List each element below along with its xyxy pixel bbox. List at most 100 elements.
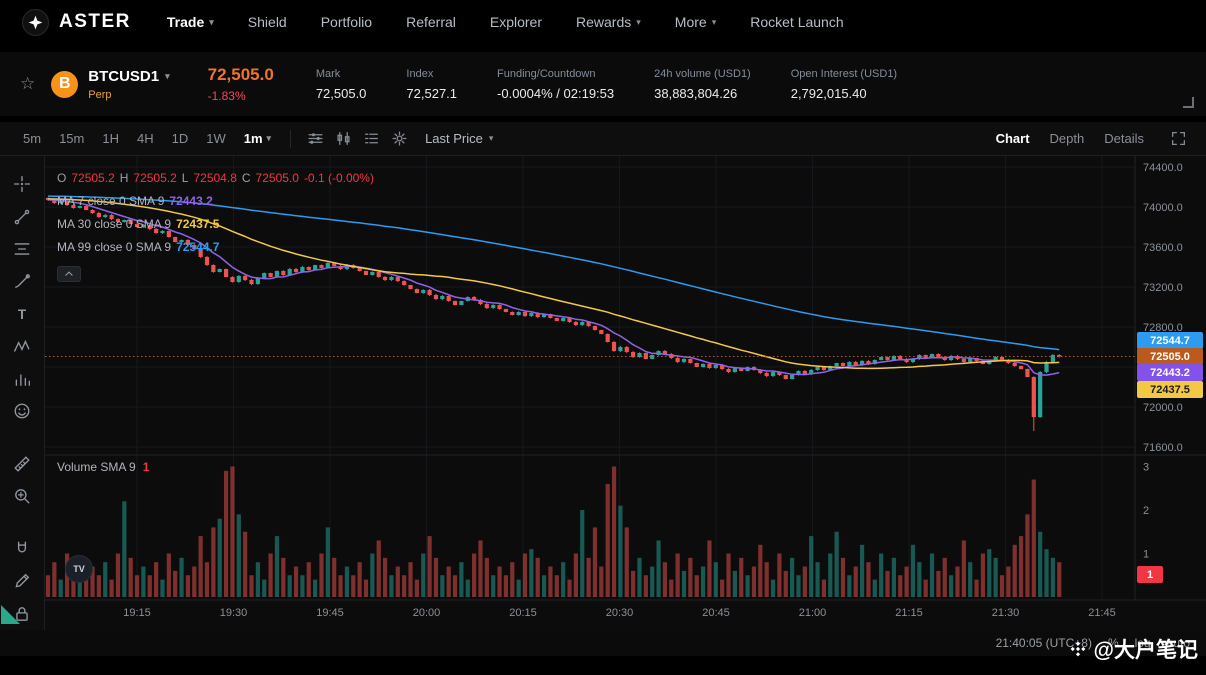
ticker-stats: Mark 72,505.0 Index 72,527.1 Funding/Countdo…	[316, 68, 897, 101]
panel-resize-icon[interactable]	[1183, 97, 1194, 108]
nav-item-rocket-launch[interactable]: Rocket Launch	[750, 14, 843, 30]
brand[interactable]: ASTER	[22, 8, 131, 36]
svg-text:21:15: 21:15	[895, 607, 923, 619]
ma-legend-row-2[interactable]: MA 99 close 0 SMA 9 72544.7	[57, 239, 374, 254]
ma7-price-chip: 72443.2	[1137, 364, 1203, 381]
main-menu: Trade ▾ Shield Portfolio Referral Explorer Rew…	[167, 14, 844, 30]
gear-icon[interactable]	[385, 126, 413, 152]
crosshair-tool[interactable]	[5, 168, 39, 200]
log-scale-button[interactable]: log	[1134, 636, 1151, 650]
ma-label: MA 7 close 0 SMA 9	[57, 193, 165, 208]
magnet-tool[interactable]	[5, 533, 39, 565]
axis-layer: 74400.074000.073600.073200.072800.072400…	[45, 156, 1206, 619]
timeframe-15m[interactable]: 15m	[59, 131, 85, 146]
brand-name: ASTER	[59, 11, 131, 32]
timeframe-1w[interactable]: 1W	[206, 131, 226, 146]
brush-tool[interactable]	[5, 265, 39, 297]
trendline-tool[interactable]	[5, 200, 39, 232]
fullscreen-icon[interactable]	[1164, 126, 1192, 152]
drawing-toolbar: T	[0, 156, 45, 630]
trendline-icon	[14, 209, 30, 224]
divider	[290, 129, 292, 148]
tab-depth[interactable]: Depth	[1049, 131, 1085, 146]
auto-scale-button[interactable]: auto	[1166, 636, 1190, 650]
candle-style-icon[interactable]	[329, 126, 357, 152]
draw-tool[interactable]	[5, 565, 39, 597]
symbol-selector[interactable]: BTCUSD1 ▾ Perp	[88, 68, 169, 101]
ma-value: 72443.2	[169, 193, 213, 208]
last-price: 72,505.0	[207, 65, 274, 84]
svg-text:21:30: 21:30	[992, 607, 1020, 619]
ticker-stat-index: Index 72,527.1	[406, 68, 457, 101]
chart-canvas[interactable]: 74400.074000.073600.073200.072800.072400…	[45, 156, 1206, 630]
nav-item-rewards[interactable]: Rewards ▾	[576, 14, 641, 30]
symbol-name: BTCUSD1	[88, 67, 160, 85]
timeframe-active[interactable]: 1m ▾	[235, 131, 280, 146]
stat-value: 72,527.1	[406, 85, 458, 101]
ticker-bar: ☆ B BTCUSD1 ▾ Perp 72,505.0 -1.83% Mark 7…	[0, 52, 1206, 116]
timeframe-active-label: 1m	[243, 131, 263, 146]
fib-retracement-tool[interactable]	[5, 233, 39, 265]
ma-value: 72544.7	[176, 239, 220, 254]
volume-value-chip: 1	[1137, 566, 1163, 583]
tab-chart[interactable]: Chart	[995, 131, 1030, 146]
forecast-tool[interactable]	[5, 362, 39, 394]
timeframe-1d[interactable]: 1D	[171, 131, 189, 146]
chevron-down-icon: ▾	[266, 133, 272, 143]
ma-legend-row-0[interactable]: MA 7 close 0 SMA 9 72443.2	[57, 193, 374, 208]
chevron-down-icon: ▾	[711, 16, 717, 27]
ma-legend-row-1[interactable]: MA 30 close 0 SMA 9 72437.5	[57, 216, 374, 231]
svg-text:72000.0: 72000.0	[1143, 402, 1183, 414]
contract-type-badge: Perp	[88, 88, 112, 101]
svg-text:74400.0: 74400.0	[1143, 162, 1183, 174]
forecast-icon	[15, 374, 30, 386]
ohlc-key: H	[119, 170, 129, 185]
volume-legend-label: Volume SMA 9	[57, 460, 136, 474]
ticker-stat-funding-countdown: Funding/Countdown -0.0004% / 02:19:53	[497, 68, 614, 101]
emoji-tool[interactable]	[5, 395, 39, 427]
binance-logo-icon	[1070, 641, 1085, 657]
nav-item-label: Trade	[166, 14, 205, 30]
ohlc-legend-row[interactable]: O 72505.2 H 72505.2 L 72504.8 C 72505.0 -0.1 (-0…	[57, 170, 374, 185]
nav-item-portfolio[interactable]: Portfolio	[321, 14, 372, 30]
timeframe-1h[interactable]: 1H	[102, 131, 119, 146]
legend-collapse-button[interactable]	[57, 266, 81, 282]
tab-details[interactable]: Details	[1104, 131, 1144, 146]
zoom-in-tool[interactable]	[5, 480, 39, 512]
chart-panel: 74400.074000.073600.073200.072800.072400…	[45, 156, 1206, 630]
tradingview-logo[interactable]: TV	[65, 555, 93, 583]
timeframe-4h[interactable]: 4H	[136, 131, 154, 146]
zoom-in-icon	[15, 489, 30, 504]
timeframe-5m[interactable]: 5m	[23, 131, 42, 146]
chevron-down-icon: ▾	[488, 133, 494, 143]
indicators-icon[interactable]	[357, 126, 385, 152]
stat-label: Funding/Countdown	[497, 67, 596, 80]
chevron-down-icon: ▾	[209, 16, 214, 27]
ruler-tool[interactable]	[5, 448, 39, 480]
svg-text:20:15: 20:15	[509, 607, 537, 619]
nav-item-shield[interactable]: Shield	[248, 14, 287, 30]
ohlc-value: 72505.2	[133, 170, 177, 185]
ma-label: MA 30 close 0 SMA 9	[57, 216, 172, 231]
nav-item-more[interactable]: More ▾	[675, 14, 716, 30]
ohlc-value: 72505.2	[71, 170, 115, 185]
stat-label: 24h volume (USD1)	[654, 67, 751, 80]
chart-legend: O 72505.2 H 72505.2 L 72504.8 C 72505.0 -0.1 (-0…	[57, 170, 374, 262]
ma99-price-chip: 72544.7	[1137, 332, 1203, 349]
nav-item-explorer[interactable]: Explorer	[490, 14, 542, 30]
text-tool[interactable]: T	[5, 298, 39, 330]
ticker-stat-24h-volume-usd1-: 24h volume (USD1) 38,883,804.26	[654, 68, 751, 101]
nav-item-trade[interactable]: Trade ▾	[167, 14, 214, 30]
nav-item-label: Rocket Launch	[750, 14, 844, 30]
favorite-star-icon[interactable]: ☆	[20, 74, 36, 93]
volume-legend-value: 1	[142, 460, 150, 474]
nav-item-referral[interactable]: Referral	[406, 14, 456, 30]
percent-scale-button[interactable]: %	[1107, 636, 1119, 650]
price-mode-label: Last Price	[425, 131, 483, 146]
chart-settings-icon[interactable]	[301, 126, 329, 152]
clock-button[interactable]: 21:40:05 (UTC+8)	[995, 636, 1092, 650]
svg-text:19:15: 19:15	[123, 607, 151, 619]
price-mode-select[interactable]: Last Price ▾	[425, 131, 493, 146]
volume-legend-row[interactable]: Volume SMA 9 1	[57, 460, 149, 474]
pattern-tool[interactable]	[5, 330, 39, 362]
